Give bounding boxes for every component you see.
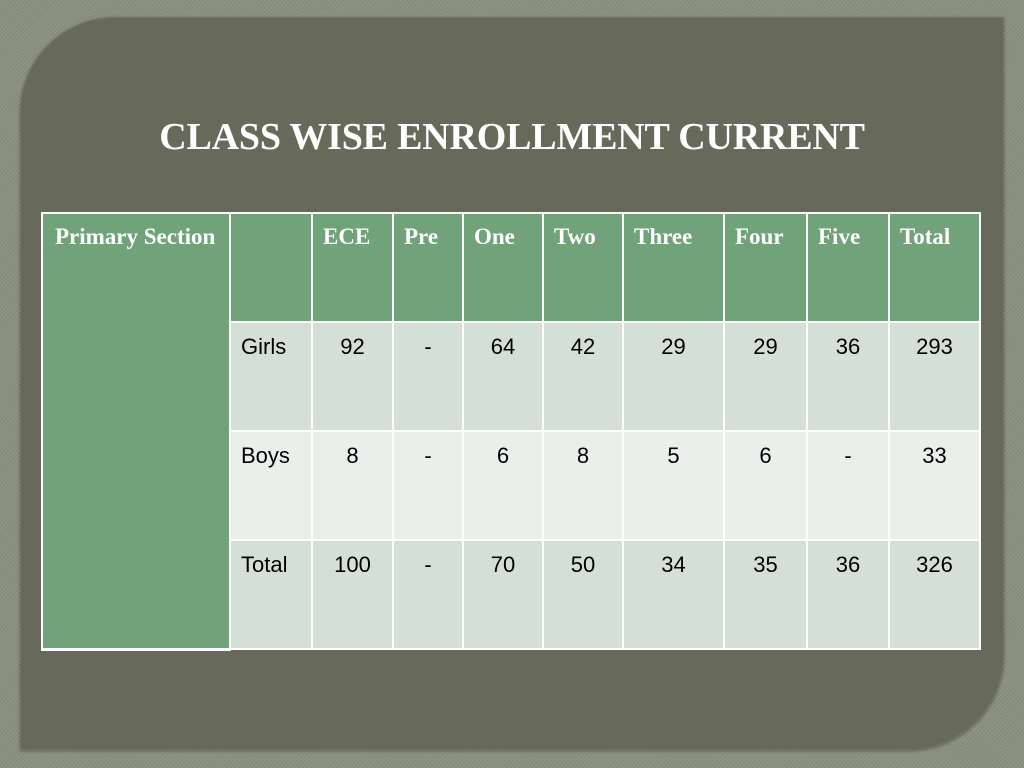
table-cell: - <box>392 539 464 650</box>
table-cell: 326 <box>888 539 981 650</box>
row-label: Total <box>229 539 313 650</box>
table-cell: 36 <box>806 321 890 432</box>
table-cell: 5 <box>622 430 725 541</box>
table-cell: 42 <box>542 321 624 432</box>
enrollment-table: Primary Section ECE Pre One Two Three Fo… <box>41 212 981 651</box>
col-header-two: Two <box>542 212 624 323</box>
table-row-girls: Girls 92 - 64 42 29 29 36 293 <box>42 321 981 432</box>
table-cell: 6 <box>462 430 544 541</box>
col-header-ece: ECE <box>311 212 394 323</box>
table-cell: 64 <box>462 321 544 432</box>
slide-title: CLASS WISE ENROLLMENT CURRENT <box>159 116 865 158</box>
table-cell: 92 <box>311 321 394 432</box>
table-cell: 34 <box>622 539 725 650</box>
table-cell: 6 <box>723 430 808 541</box>
table-row-total: Total 100 - 70 50 34 35 36 326 <box>42 539 981 650</box>
table-cell: 70 <box>462 539 544 650</box>
table-cell: 29 <box>723 321 808 432</box>
table-cell: 293 <box>888 321 981 432</box>
col-header-four: Four <box>723 212 808 323</box>
row-label: Boys <box>229 430 313 541</box>
table-cell: 8 <box>542 430 624 541</box>
section-label-cell: Primary Section <box>41 212 231 651</box>
col-header-three: Three <box>622 212 725 323</box>
table-cell: 35 <box>723 539 808 650</box>
table-cell: - <box>806 430 890 541</box>
table-cell: 8 <box>311 430 394 541</box>
table-row-boys: Boys 8 - 6 8 5 6 - 33 <box>42 430 981 541</box>
table-cell: 100 <box>311 539 394 650</box>
header-blank-cell <box>229 212 313 323</box>
header-row: Primary Section ECE Pre One Two Three Fo… <box>41 212 981 651</box>
table-cell: 36 <box>806 539 890 650</box>
col-header-total: Total <box>888 212 981 323</box>
col-header-five: Five <box>806 212 890 323</box>
row-label: Girls <box>229 321 313 432</box>
col-header-pre: Pre <box>392 212 464 323</box>
table-cell: - <box>392 321 464 432</box>
table-cell: - <box>392 430 464 541</box>
table-cell: 33 <box>888 430 981 541</box>
col-header-one: One <box>462 212 544 323</box>
table-cell: 50 <box>542 539 624 650</box>
table-cell: 29 <box>622 321 725 432</box>
